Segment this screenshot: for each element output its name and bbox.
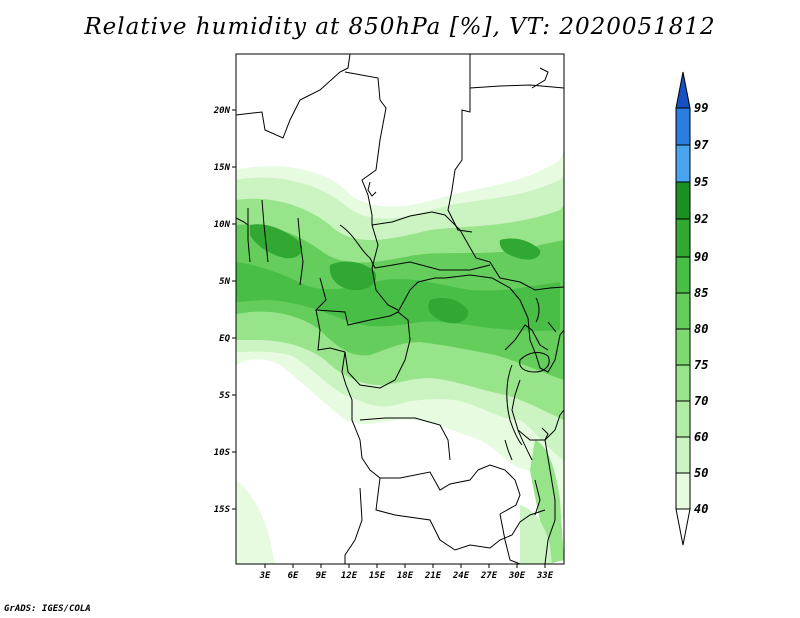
lon-tick-label: 18E bbox=[397, 571, 414, 581]
lon-tick-label: 27E bbox=[480, 571, 498, 581]
colorbar-segment bbox=[675, 107, 691, 146]
lon-tick-label: 30E bbox=[508, 571, 526, 581]
lon-tick-label: 9E bbox=[316, 571, 327, 581]
colorbar-segment bbox=[675, 400, 691, 438]
chart-title: Relative humidity at 850hPa [%], VT: 202… bbox=[84, 14, 716, 40]
rh-band-92c bbox=[428, 298, 469, 324]
colorbar-segment bbox=[675, 292, 691, 330]
colorbar-label: 97 bbox=[694, 138, 709, 152]
map-frame bbox=[235, 53, 565, 565]
colorbar-label: 70 bbox=[694, 394, 708, 408]
colorbar-label: 90 bbox=[694, 250, 708, 264]
lon-tick-label: 15E bbox=[369, 571, 386, 581]
lat-tick-label: 15S bbox=[214, 505, 231, 515]
lat-tick-label: 10S bbox=[214, 448, 231, 458]
lon-tick-label: 24E bbox=[452, 571, 470, 581]
lon-axis: 3E 6E 9E 12E 15E 18E 21E 24E 27E 30E 33E bbox=[259, 564, 554, 581]
colorbar-segment-lt40 bbox=[675, 508, 691, 546]
colorbar-label: 99 bbox=[694, 101, 708, 115]
grads-credit: GrADS: IGES/COLA bbox=[4, 604, 91, 614]
rh-band-92 bbox=[250, 224, 303, 259]
lon-tick-label: 33E bbox=[536, 571, 554, 581]
lat-tick-label: 20N bbox=[213, 106, 231, 116]
country-borders bbox=[236, 54, 564, 564]
lat-tick-label: 15N bbox=[214, 163, 231, 173]
colorbar-segment bbox=[675, 181, 691, 220]
rh-band-92d bbox=[499, 238, 541, 260]
colorbar-label: 85 bbox=[694, 286, 708, 300]
lat-tick-label: 5S bbox=[219, 391, 230, 401]
colorbar-segment bbox=[675, 256, 691, 294]
rh-patch-east2 bbox=[520, 505, 552, 564]
lat-tick-label: 5N bbox=[219, 277, 230, 287]
rh-patch-east bbox=[530, 440, 564, 564]
colorbar-segment bbox=[675, 218, 691, 258]
lon-tick-label: 12E bbox=[341, 571, 358, 581]
rh-band-92b bbox=[329, 261, 377, 291]
colorbar-label: 80 bbox=[694, 322, 708, 336]
colorbar-label: 50 bbox=[694, 466, 708, 480]
lat-tick-label: EQ bbox=[219, 334, 230, 344]
colorbar-label: 40 bbox=[694, 502, 708, 516]
colorbar: 40 50 60 70 75 80 85 90 92 95 97 99 bbox=[675, 71, 709, 546]
colorbar-label: 95 bbox=[694, 175, 708, 189]
colorbar-segment bbox=[675, 472, 691, 510]
lat-axis: 20N 15N 10N 5N EQ 5S 10S 15S bbox=[213, 106, 236, 515]
colorbar-segment bbox=[675, 364, 691, 402]
colorbar-segment bbox=[675, 144, 691, 183]
colorbar-segment bbox=[675, 328, 691, 366]
rh-patch-south bbox=[236, 480, 275, 564]
lon-tick-label: 3E bbox=[259, 571, 271, 581]
colorbar-label: 75 bbox=[694, 358, 708, 372]
colorbar-segment bbox=[675, 436, 691, 474]
colorbar-label: 92 bbox=[694, 212, 708, 226]
colorbar-segment-gt99 bbox=[675, 71, 691, 109]
rh-band-90 bbox=[236, 262, 560, 331]
lat-tick-label: 10N bbox=[214, 220, 231, 230]
lon-tick-label: 21E bbox=[424, 571, 442, 581]
colorbar-label: 60 bbox=[694, 430, 708, 444]
lon-tick-label: 6E bbox=[288, 571, 299, 581]
